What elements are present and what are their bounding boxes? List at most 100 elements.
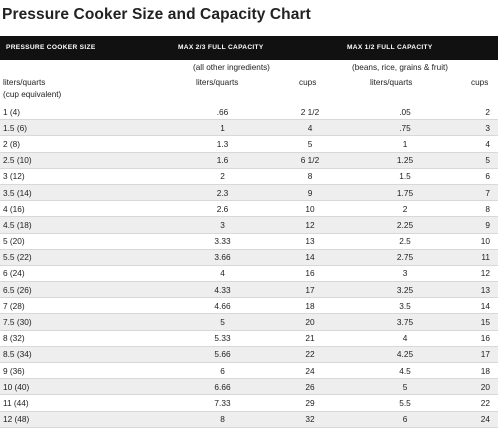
- cell-two-thirds-cups: 29: [270, 394, 350, 412]
- cell-size: 12 (48): [0, 411, 175, 428]
- cell-half-cups: 6: [460, 168, 498, 185]
- table-row: 6.5 (26) 4.33 17 3.25 13: [0, 281, 498, 299]
- cell-two-thirds-cups: 9: [270, 184, 350, 202]
- cell-half-liters: 2.25: [350, 216, 460, 234]
- cell-half-cups: 20: [460, 378, 498, 396]
- cell-half-liters: 3: [350, 265, 460, 283]
- table-row: 2 (8) 1.3 5 1 4: [0, 135, 498, 153]
- cell-two-thirds-liters: .66: [175, 104, 270, 121]
- cell-half-cups: 8: [460, 200, 498, 218]
- cell-half-cups: 24: [460, 411, 498, 428]
- cell-size: 8 (32): [0, 330, 175, 347]
- cell-half-liters: 6: [350, 411, 460, 428]
- cell-half-cups: 11: [460, 249, 498, 266]
- cell-half-liters: 1.25: [350, 152, 460, 169]
- cell-two-thirds-cups: 14: [270, 249, 350, 266]
- cell-size: 11 (44): [0, 394, 175, 412]
- table-row: 4.5 (18) 3 12 2.25 9: [0, 216, 498, 234]
- cell-half-liters: 2.75: [350, 249, 460, 266]
- table-row: 5 (20) 3.33 13 2.5 10: [0, 233, 498, 250]
- cell-two-thirds-liters: 5.66: [175, 346, 270, 364]
- cell-half-liters: 4.5: [350, 362, 460, 380]
- cell-size: 6.5 (26): [0, 281, 175, 299]
- cell-half-cups: 14: [460, 297, 498, 315]
- cell-two-thirds-cups: 32: [270, 411, 350, 428]
- table-row: 8.5 (34) 5.66 22 4.25 17: [0, 346, 498, 364]
- cell-two-thirds-cups: 4: [270, 119, 350, 137]
- cell-size: 4 (16): [0, 200, 175, 218]
- table-row: 9 (36) 6 24 4.5 18: [0, 362, 498, 380]
- cell-two-thirds-cups: 22: [270, 346, 350, 364]
- cell-half-cups: 10: [460, 233, 498, 250]
- cell-two-thirds-liters: 1.6: [175, 152, 270, 169]
- half-note: (beans, rice, grains & fruit): [352, 63, 449, 72]
- half-cups-label: cups: [471, 78, 489, 87]
- table-row: 11 (44) 7.33 29 5.5 22: [0, 394, 498, 412]
- cell-size: 6 (24): [0, 265, 175, 283]
- cell-size: 9 (36): [0, 362, 175, 380]
- table-row: 12 (48) 8 32 6 24: [0, 411, 498, 428]
- cell-half-liters: 4: [350, 330, 460, 347]
- cell-half-cups: 16: [460, 330, 498, 347]
- two-thirds-unit-label: liters/quarts: [196, 78, 239, 87]
- cell-two-thirds-liters: 1.3: [175, 135, 270, 153]
- table-row: 3.5 (14) 2.3 9 1.75 7: [0, 184, 498, 202]
- cell-two-thirds-liters: 4.66: [175, 297, 270, 315]
- cell-half-cups: 4: [460, 135, 498, 153]
- cell-two-thirds-cups: 16: [270, 265, 350, 283]
- cell-two-thirds-liters: 6: [175, 362, 270, 380]
- table-row: 1 (4) .66 2 1/2.05 2: [0, 104, 498, 121]
- cell-half-liters: 3.25: [350, 281, 460, 299]
- table-row: 6 (24) 4 16 3 12: [0, 265, 498, 283]
- cell-two-thirds-cups: 12: [270, 216, 350, 234]
- half-unit-label: liters/quarts: [370, 78, 413, 87]
- cell-two-thirds-liters: 2.6: [175, 200, 270, 218]
- cell-size: 4.5 (18): [0, 216, 175, 234]
- cell-half-liters: 2: [350, 200, 460, 218]
- cell-two-thirds-liters: 4.33: [175, 281, 270, 299]
- cell-two-thirds-cups: 2 1/2: [270, 104, 350, 121]
- cell-half-cups: 5: [460, 152, 498, 169]
- cell-size: 3.5 (14): [0, 184, 175, 202]
- cell-size: 7.5 (30): [0, 313, 175, 331]
- cell-half-liters: 5: [350, 378, 460, 396]
- table-row: 7 (28) 4.66 18 3.5 14: [0, 297, 498, 315]
- cell-two-thirds-cups: 24: [270, 362, 350, 380]
- cell-size: 7 (28): [0, 297, 175, 315]
- cell-two-thirds-cups: 10: [270, 200, 350, 218]
- cell-size: 1 (4): [0, 104, 175, 121]
- cell-half-cups: 2: [460, 104, 498, 121]
- cell-two-thirds-cups: 21: [270, 330, 350, 347]
- cell-two-thirds-liters: 5.33: [175, 330, 270, 347]
- table-row: 10 (40) 6.66 26 5 20: [0, 378, 498, 396]
- table-row: 1.5 (6) 1 4.75 3: [0, 119, 498, 137]
- capacity-table: 1 (4) .66 2 1/2.05 2 1.5 (6) 1 4.75 3 2 (8) 1.3 5 1…: [0, 104, 498, 428]
- cell-half-cups: 18: [460, 362, 498, 380]
- cell-half-liters: 1: [350, 135, 460, 153]
- capacity-table-body: 1 (4) .66 2 1/2.05 2 1.5 (6) 1 4.75 3 2 (8) 1.3 5 1…: [0, 104, 498, 428]
- table-row: 7.5 (30) 5 20 3.75 15: [0, 313, 498, 331]
- cell-half-liters: 1.75: [350, 184, 460, 202]
- table-row: 4 (16) 2.6 10 2 8: [0, 200, 498, 218]
- cell-half-cups: 12: [460, 265, 498, 283]
- cell-two-thirds-cups: 20: [270, 313, 350, 331]
- cell-two-thirds-cups: 13: [270, 233, 350, 250]
- cell-two-thirds-liters: 5: [175, 313, 270, 331]
- table-row: 5.5 (22) 3.66 14 2.75 11: [0, 249, 498, 266]
- cell-two-thirds-liters: 8: [175, 411, 270, 428]
- cell-half-liters: 3.5: [350, 297, 460, 315]
- cell-two-thirds-liters: 1: [175, 119, 270, 137]
- cell-size: 10 (40): [0, 378, 175, 396]
- cell-size: 8.5 (34): [0, 346, 175, 364]
- cell-two-thirds-liters: 3.66: [175, 249, 270, 266]
- header-half: MAX 1/2 FULL CAPACITY: [347, 44, 433, 51]
- cell-size: 2.5 (10): [0, 152, 175, 169]
- two-thirds-note: (all other ingredients): [193, 63, 270, 72]
- cell-size: 1.5 (6): [0, 119, 175, 137]
- cell-half-cups: 9: [460, 216, 498, 234]
- size-cup-label: (cup equivalent): [3, 90, 62, 99]
- cell-two-thirds-liters: 4: [175, 265, 270, 283]
- cell-half-liters: 2.5: [350, 233, 460, 250]
- cell-size: 5.5 (22): [0, 249, 175, 266]
- table-header: PRESSURE COOKER SIZE MAX 2/3 FULL CAPACI…: [0, 36, 498, 60]
